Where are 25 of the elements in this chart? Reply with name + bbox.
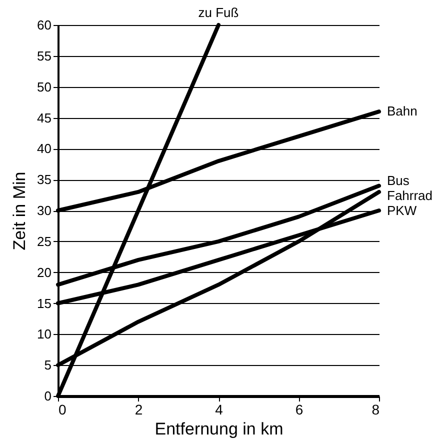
x-tick-label: 6 bbox=[295, 402, 304, 418]
y-tick-label: 35 bbox=[37, 172, 52, 188]
y-tick-label: 5 bbox=[44, 358, 52, 373]
y-tick-label: 25 bbox=[37, 234, 52, 249]
y-tick-label: 20 bbox=[37, 264, 52, 280]
y-tick-label: 55 bbox=[37, 48, 52, 64]
y-tick-label: 50 bbox=[37, 79, 52, 94]
series-label: zu Fuß bbox=[198, 5, 239, 20]
y-tick-label: 30 bbox=[37, 203, 52, 218]
x-tick-label: 0 bbox=[58, 402, 66, 418]
y-tick-label: 0 bbox=[44, 388, 52, 404]
series-label: PKW bbox=[387, 203, 418, 218]
y-tick-label: 45 bbox=[37, 110, 52, 126]
series-label: Fahrrad bbox=[387, 188, 433, 204]
series-label: Bus bbox=[387, 173, 410, 188]
x-tick-label: 2 bbox=[134, 402, 143, 418]
y-tick-label: 40 bbox=[37, 141, 52, 156]
y-tick-label: 15 bbox=[37, 296, 52, 311]
y-axis-title: Zeit in Min bbox=[10, 172, 30, 250]
y-tick-label: 10 bbox=[37, 326, 52, 342]
series-label: Bahn bbox=[387, 104, 418, 119]
x-tick-label: 8 bbox=[372, 402, 380, 418]
x-axis-title: Entfernung in km bbox=[154, 420, 284, 438]
x-tick-label: 4 bbox=[215, 402, 224, 418]
y-tick-label: 60 bbox=[37, 18, 52, 32]
